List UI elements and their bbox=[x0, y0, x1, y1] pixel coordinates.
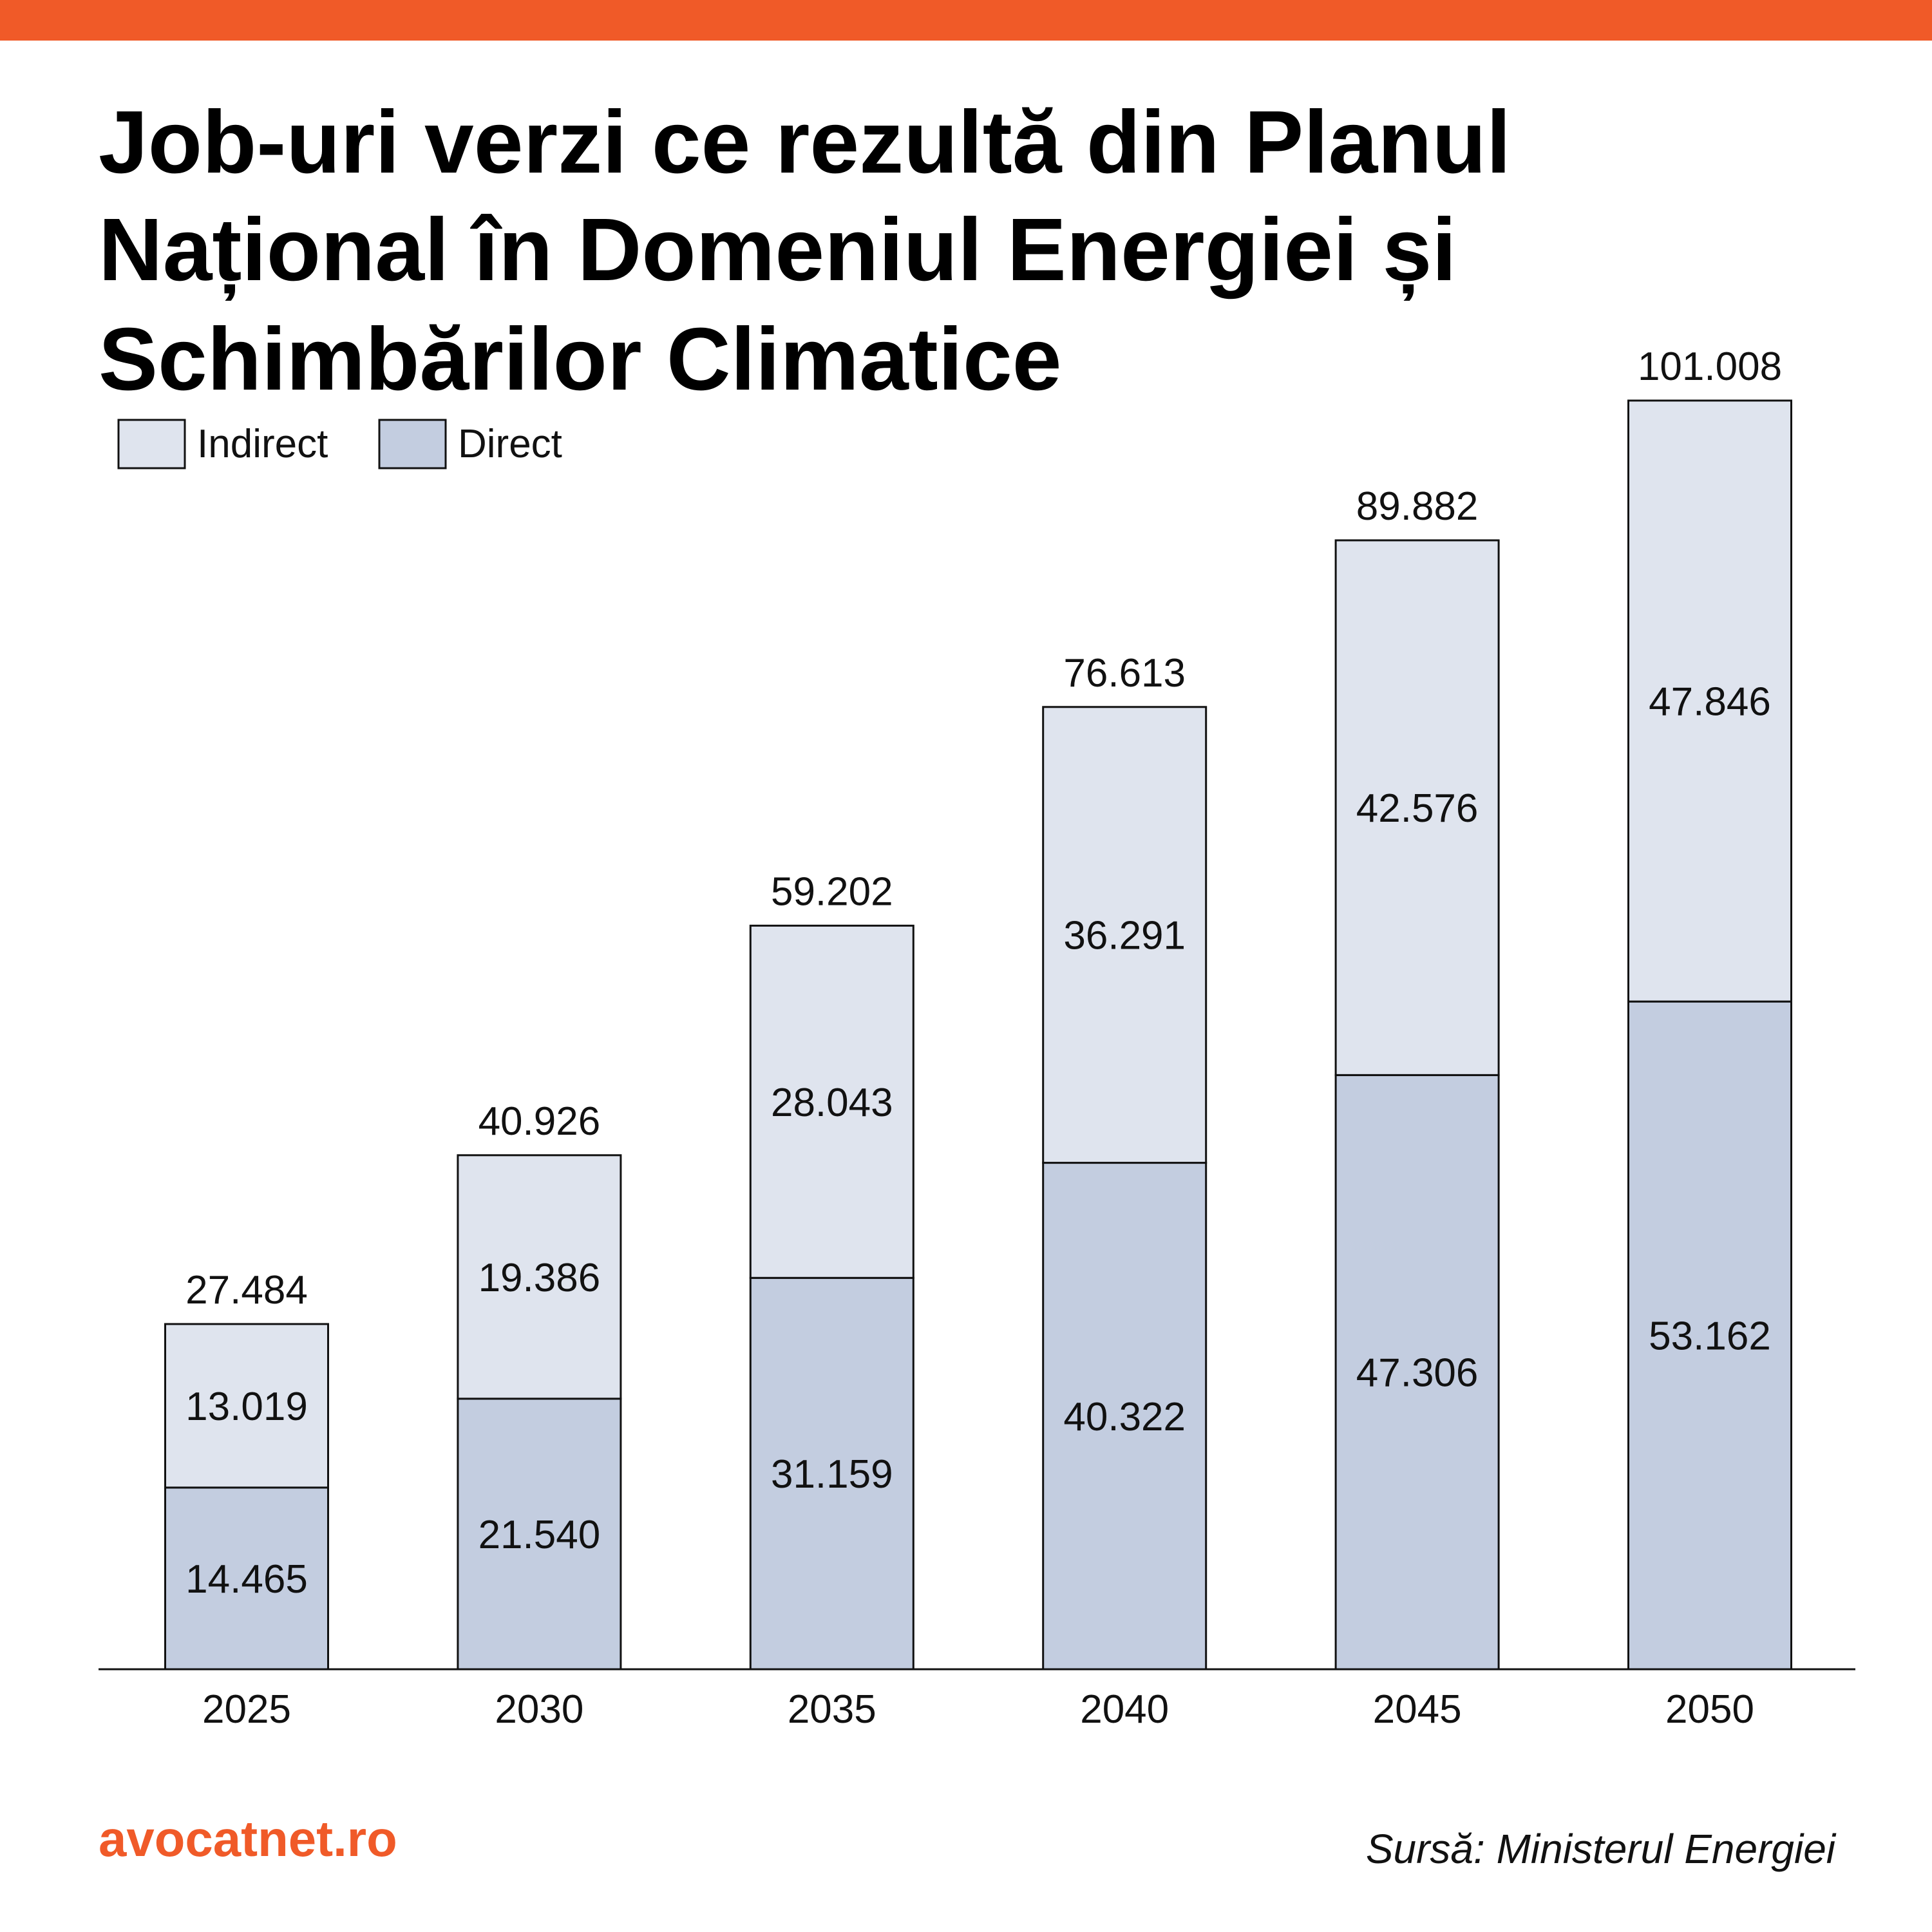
bar-segment bbox=[1042, 706, 1208, 1164]
legend-swatch bbox=[378, 419, 447, 469]
bar-segment bbox=[164, 1323, 329, 1489]
value-label: 36.291 bbox=[1063, 914, 1186, 958]
x-tick-label: 2050 bbox=[1665, 1687, 1754, 1732]
chart-title: Național în Domeniul Energiei și bbox=[99, 200, 1457, 301]
bar-segment bbox=[1042, 1162, 1208, 1671]
total-label: 59.202 bbox=[771, 869, 893, 914]
bar-segment bbox=[1334, 1074, 1500, 1671]
value-label: 53.162 bbox=[1649, 1314, 1771, 1359]
value-label: 47.846 bbox=[1649, 680, 1771, 724]
total-label: 27.484 bbox=[185, 1268, 308, 1312]
chart-title: Job-uri verzi ce rezultă din Planul bbox=[99, 93, 1511, 192]
x-tick-label: 2045 bbox=[1373, 1687, 1462, 1732]
source: Sursă: Ministerul Energiei bbox=[1366, 1826, 1837, 1872]
bar-segment bbox=[1334, 539, 1500, 1076]
bar-segment bbox=[164, 1486, 329, 1671]
total-label: 76.613 bbox=[1063, 651, 1186, 696]
x-tick-label: 2025 bbox=[202, 1687, 291, 1732]
total-label: 40.926 bbox=[478, 1099, 601, 1144]
value-label: 13.019 bbox=[185, 1385, 308, 1429]
chart-title: Schimbărilor Climatice bbox=[99, 310, 1062, 409]
bar-segment bbox=[749, 924, 914, 1279]
bar-segment bbox=[457, 1397, 622, 1671]
x-tick-label: 2040 bbox=[1080, 1687, 1169, 1732]
legend-label: Direct bbox=[458, 422, 562, 466]
total-label: 89.882 bbox=[1356, 484, 1479, 529]
top-bar bbox=[0, 0, 1932, 41]
legend-swatch bbox=[117, 419, 186, 469]
value-label: 40.322 bbox=[1063, 1395, 1186, 1439]
bar-segment bbox=[457, 1154, 622, 1400]
value-label: 47.306 bbox=[1356, 1351, 1479, 1396]
x-tick-label: 2030 bbox=[495, 1687, 583, 1732]
brand: avocatnet.ro bbox=[99, 1810, 397, 1867]
legend-label: Indirect bbox=[197, 422, 328, 466]
value-label: 28.043 bbox=[771, 1081, 893, 1125]
value-label: 19.386 bbox=[478, 1256, 601, 1300]
value-label: 14.465 bbox=[185, 1557, 308, 1602]
x-tick-label: 2035 bbox=[788, 1687, 876, 1732]
bar-segment bbox=[1627, 399, 1792, 1003]
value-label: 42.576 bbox=[1356, 786, 1479, 831]
value-label: 21.540 bbox=[478, 1513, 601, 1557]
total-label: 101.008 bbox=[1638, 345, 1782, 389]
value-label: 31.159 bbox=[771, 1452, 893, 1497]
